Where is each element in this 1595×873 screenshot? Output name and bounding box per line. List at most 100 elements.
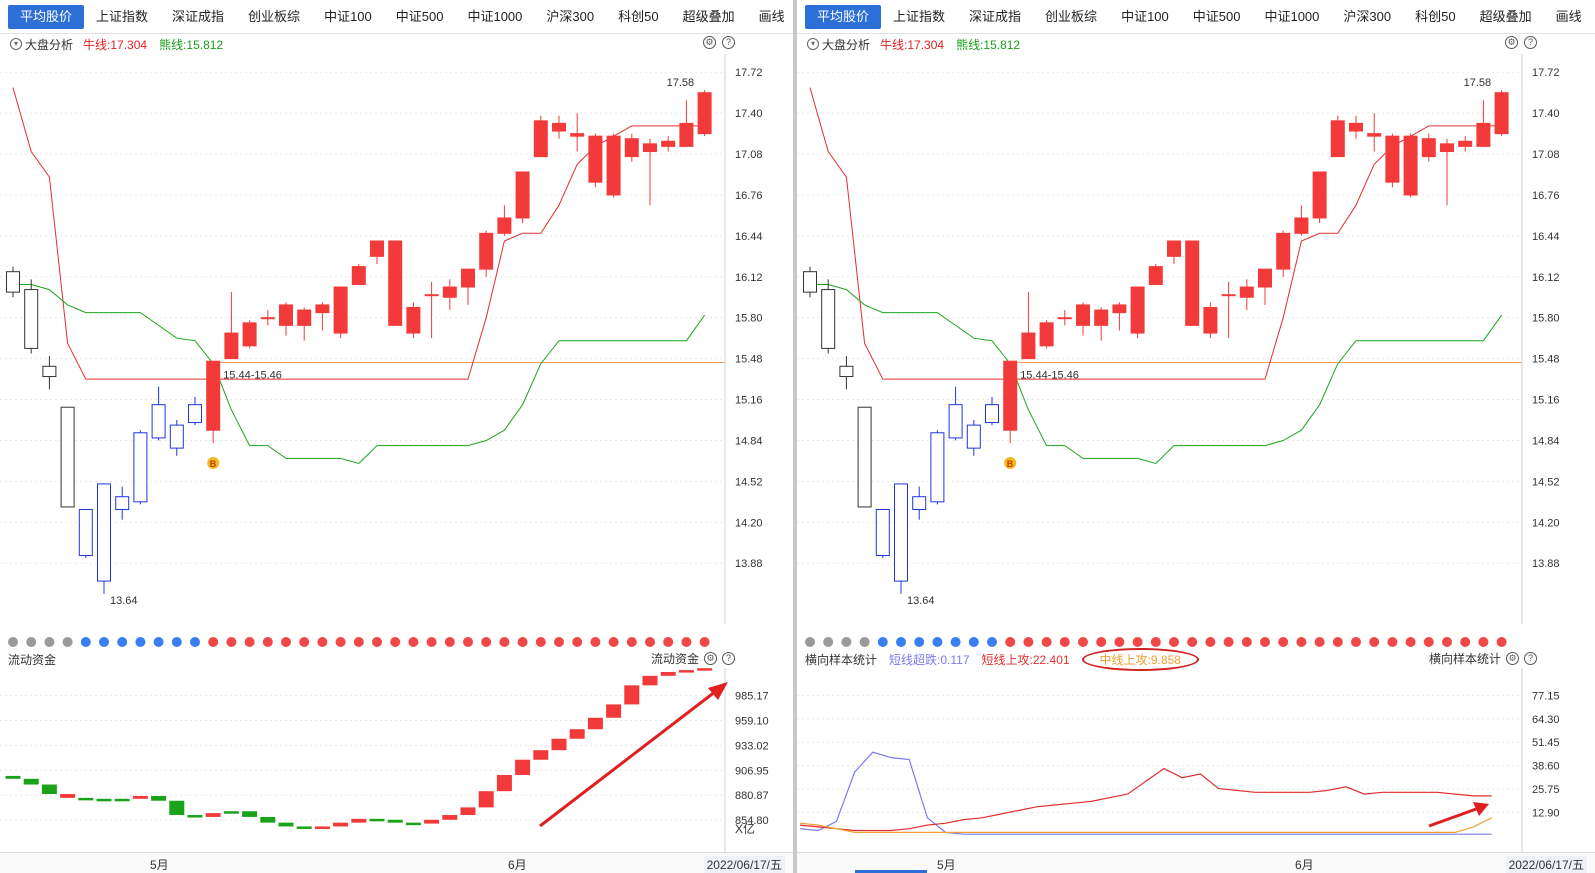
candle-body xyxy=(875,509,890,557)
candle-body xyxy=(912,496,927,511)
price-tick-label: 15.16 xyxy=(1532,395,1560,407)
settings-icon[interactable]: ⚙ xyxy=(1505,36,1518,49)
sub-chart-title[interactable]: 流动资金 xyxy=(8,652,57,667)
tab-1[interactable]: 上证指数 xyxy=(96,8,149,24)
candle-body xyxy=(839,365,854,378)
candle-body xyxy=(552,122,566,132)
tab-9[interactable]: 超级叠加 xyxy=(682,8,735,24)
candlestick-chart[interactable]: 17.72 17.40 17.08 16.76 16.44 16.12 15.80 15.48… xyxy=(0,54,793,654)
settings-icon[interactable]: ⚙ xyxy=(703,36,716,49)
buy-marker-icon xyxy=(1004,457,1017,470)
time-axis: 5月 6月 2022/06/17/五 xyxy=(797,852,1595,873)
sample-stats-line-chart[interactable]: 77.15 64.30 51.45 38.60 25.75 12.90 xyxy=(797,668,1595,852)
candlestick-chart[interactable]: 17.72 17.40 17.08 16.76 16.44 16.12 15.80 15.48… xyxy=(797,54,1595,654)
flow-unit-label: X亿 xyxy=(735,821,755,836)
tab-7[interactable]: 沪深300 xyxy=(1343,8,1392,24)
price-tick-label: 14.52 xyxy=(1532,476,1560,488)
tab-4[interactable]: 中证100 xyxy=(1121,8,1169,24)
tab-3[interactable]: 创业板综 xyxy=(248,8,301,24)
tab-10[interactable]: 画线 xyxy=(758,8,785,24)
flow-bar xyxy=(278,822,294,827)
flow-bar xyxy=(151,795,167,801)
tab-6[interactable]: 中证1000 xyxy=(1264,8,1320,24)
settings-icon[interactable]: ⚙ xyxy=(1506,652,1519,665)
flow-bar xyxy=(205,813,221,817)
candle-body xyxy=(424,294,439,297)
help-icon[interactable]: ? xyxy=(1524,36,1537,49)
candle-body xyxy=(24,289,39,349)
price-tick-label: 17.72 xyxy=(1532,67,1560,79)
left-panel: 平均股价 上证指数 深证成指 创业板综 中证100 中证500 中证1000 沪深300 科创5… xyxy=(0,0,793,873)
candle-body xyxy=(1239,286,1254,298)
candle-body xyxy=(297,309,312,326)
price-tick-label: 14.52 xyxy=(735,476,763,488)
candle-body xyxy=(1112,304,1127,314)
chevron-down-icon[interactable]: ▾ xyxy=(10,38,22,50)
date-label: 2022/06/17/五 xyxy=(703,856,785,873)
tab-1[interactable]: 上证指数 xyxy=(893,8,946,24)
chevron-down-icon[interactable]: ▾ xyxy=(807,38,819,50)
candle-body xyxy=(333,286,348,334)
help-icon[interactable]: ? xyxy=(722,652,735,665)
signal-dot xyxy=(171,637,182,647)
flow-bar xyxy=(187,815,203,818)
candle-body xyxy=(1276,232,1291,270)
tab-8[interactable]: 科创50 xyxy=(618,8,659,24)
indicator-name[interactable]: 大盘分析 xyxy=(25,37,74,52)
flow-bar xyxy=(351,818,367,823)
tab-6[interactable]: 中证1000 xyxy=(467,8,523,24)
bull-line xyxy=(12,87,705,380)
tab-9[interactable]: 超级叠加 xyxy=(1479,8,1532,24)
tab-7[interactable]: 沪深300 xyxy=(546,8,595,24)
month-label: 6月 xyxy=(508,858,527,872)
help-icon[interactable]: ? xyxy=(1524,652,1537,665)
signal-dot xyxy=(1332,637,1343,647)
panel-divider[interactable] xyxy=(793,0,797,873)
tab-0[interactable]: 平均股价 xyxy=(805,4,882,29)
tab-5[interactable]: 中证500 xyxy=(395,8,444,24)
stats-tick-label: 38.60 xyxy=(1532,761,1560,773)
candle-body xyxy=(1494,92,1509,135)
flow-tick-label: 985.17 xyxy=(735,691,769,703)
candle-body xyxy=(260,317,275,320)
signal-dot xyxy=(914,637,925,647)
price-tick-label: 15.48 xyxy=(1532,354,1560,366)
buy-marker-icon xyxy=(207,457,220,470)
zone-label: 15.44-15.46 xyxy=(1020,369,1079,381)
candle-body xyxy=(966,424,981,449)
flow-bar xyxy=(260,816,276,823)
tab-3[interactable]: 创业板综 xyxy=(1045,8,1098,24)
bull-line xyxy=(809,87,1502,380)
flow-bar xyxy=(587,717,603,730)
candle-body xyxy=(1330,120,1345,158)
candle-body xyxy=(1367,133,1382,137)
signal-dot xyxy=(281,637,291,647)
sub-chart-title[interactable]: 横向样本统计 xyxy=(805,652,878,667)
candle-body xyxy=(661,140,676,147)
signal-dot xyxy=(1314,637,1325,647)
signal-dot xyxy=(408,637,419,647)
indicator-name[interactable]: 大盘分析 xyxy=(822,37,871,52)
candle-body xyxy=(1476,122,1491,147)
tab-2[interactable]: 深证成指 xyxy=(969,8,1022,24)
candle-body xyxy=(406,306,421,334)
tab-10[interactable]: 画线 xyxy=(1555,8,1582,24)
candle-body xyxy=(624,138,639,158)
tab-5[interactable]: 中证500 xyxy=(1192,8,1241,24)
help-icon[interactable]: ? xyxy=(722,36,735,49)
signal-dot xyxy=(663,637,674,647)
scroll-indicator[interactable] xyxy=(855,870,927,873)
settings-icon[interactable]: ⚙ xyxy=(704,652,717,665)
tab-2[interactable]: 深证成指 xyxy=(172,8,225,24)
signal-dot xyxy=(554,637,564,647)
signal-dot xyxy=(681,637,692,647)
flow-bar xyxy=(387,819,403,823)
signal-dot xyxy=(968,637,979,647)
tab-0[interactable]: 平均股价 xyxy=(8,4,85,29)
signal-dot xyxy=(1023,637,1034,647)
tab-8[interactable]: 科创50 xyxy=(1415,8,1456,24)
candle-body xyxy=(497,217,512,234)
flow-bar xyxy=(442,815,458,820)
tab-4[interactable]: 中证100 xyxy=(324,8,372,24)
